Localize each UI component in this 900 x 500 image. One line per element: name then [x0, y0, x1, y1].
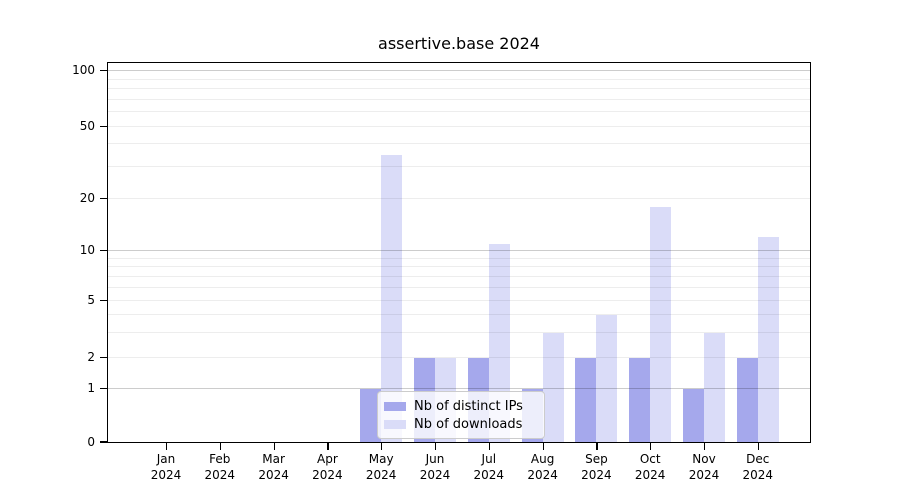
- bar-distinct-ips-may: [360, 389, 382, 443]
- gridline-minor-9: [107, 257, 811, 259]
- gridline-minor-80: [107, 88, 811, 89]
- bar-downloads-dec: [757, 237, 779, 443]
- y-axis-tick-20: [100, 197, 107, 199]
- y-axis-tick-5: [100, 300, 107, 302]
- gridline-minor-40: [107, 143, 811, 145]
- x-axis-label-apr: Apr 2024: [312, 452, 343, 482]
- bar-distinct-ips-sep: [575, 358, 597, 443]
- y-axis-tick-2: [100, 357, 107, 359]
- y-axis-tick-0: [100, 441, 107, 443]
- x-axis-tick-jun: [435, 443, 437, 450]
- y-axis-label-1: 1: [87, 381, 95, 395]
- legend-label-distinct-ips: Nb of distinct IPs: [414, 398, 523, 414]
- x-axis-tick-apr: [327, 443, 329, 450]
- gridline-minor-20: [107, 197, 811, 199]
- gridline-minor-90: [107, 78, 811, 80]
- y-axis-label-50: 50: [79, 119, 95, 133]
- gridline-minor-3: [107, 331, 811, 333]
- x-axis-label-jul: Jul 2024: [473, 452, 505, 482]
- y-axis-tick-10: [100, 250, 107, 252]
- x-axis-label-feb: Feb 2024: [204, 452, 236, 482]
- x-axis-tick-aug: [542, 443, 544, 450]
- x-axis-label-dec: Dec 2024: [742, 452, 774, 482]
- gridline-minor-70: [107, 98, 811, 100]
- x-axis-tick-mar: [273, 443, 275, 450]
- gridline-minor-2: [107, 357, 811, 358]
- legend: Nb of distinct IPs Nb of downloads: [377, 391, 545, 439]
- gridline-minor-8: [107, 266, 811, 268]
- gridline-minor-5: [107, 300, 811, 301]
- gridline-minor-30: [107, 165, 811, 167]
- x-axis-tick-feb: [219, 443, 221, 450]
- legend-swatch-distinct-ips-icon: [384, 401, 406, 411]
- bar-downloads-nov: [704, 332, 725, 443]
- gridline-minor-4: [107, 313, 811, 315]
- gridline-minor-60: [107, 111, 811, 113]
- x-axis-label-may: May 2024: [365, 452, 397, 482]
- gridline-major-10: [107, 250, 811, 251]
- gridline-major-100: [107, 70, 811, 71]
- y-axis-label-20: 20: [79, 190, 95, 205]
- bar-downloads-aug: [542, 332, 564, 443]
- bar-distinct-ips-dec: [736, 358, 758, 443]
- legend-swatch-downloads-icon: [384, 420, 406, 430]
- bar-downloads-sep: [596, 314, 618, 443]
- gridline-minor-7: [107, 275, 811, 277]
- bar-distinct-ips-nov: [683, 389, 704, 443]
- y-axis-label-5: 5: [87, 293, 95, 307]
- x-axis-tick-may: [381, 443, 383, 450]
- y-axis-label-100: 100: [72, 63, 95, 77]
- gridline-minor-50: [107, 126, 811, 127]
- gridline-major-1: [107, 388, 811, 389]
- bar-downloads-may: [381, 154, 403, 443]
- y-axis-label-10: 10: [79, 243, 95, 257]
- legend-label-downloads: Nb of downloads: [414, 417, 523, 433]
- x-axis-label-jan: Jan 2024: [150, 452, 182, 482]
- x-axis-label-mar: Mar 2024: [258, 452, 289, 482]
- gridline-minor-6: [107, 286, 811, 288]
- bar-downloads-oct: [650, 206, 672, 443]
- x-axis-tick-dec: [757, 443, 759, 450]
- legend-entry-distinct-ips: Nb of distinct IPs: [384, 397, 536, 415]
- y-axis-label-0: 0: [87, 435, 95, 449]
- y-axis-tick-50: [100, 126, 107, 128]
- chart-title: assertive.base 2024: [378, 34, 540, 53]
- x-axis-tick-jul: [488, 443, 490, 450]
- y-axis-tick-100: [100, 70, 107, 72]
- x-axis-label-nov: Nov 2024: [688, 452, 720, 482]
- x-axis-label-oct: Oct 2024: [634, 452, 666, 482]
- x-axis-label-sep: Sep 2024: [581, 452, 612, 482]
- x-axis-label-aug: Aug 2024: [527, 452, 558, 482]
- x-axis-tick-nov: [704, 443, 706, 450]
- x-axis-tick-oct: [650, 443, 652, 450]
- legend-entry-downloads: Nb of downloads: [384, 416, 536, 434]
- x-axis-tick-sep: [596, 443, 598, 450]
- x-axis-tick-jan: [166, 443, 168, 450]
- y-axis-label-2: 2: [87, 350, 95, 364]
- x-axis-label-jun: Jun 2024: [419, 452, 451, 482]
- plot-area: Nb of distinct IPs Nb of downloads 100 50…: [72, 62, 811, 482]
- y-axis-tick-1: [100, 388, 107, 390]
- bar-distinct-ips-oct: [629, 358, 651, 443]
